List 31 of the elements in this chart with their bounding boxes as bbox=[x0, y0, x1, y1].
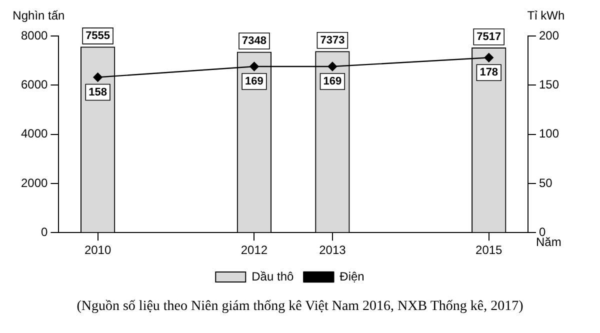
y-axis-title: Nghìn tấn bbox=[12, 8, 65, 22]
y-tick-label: 4000 bbox=[20, 126, 48, 141]
data-label: 7373 bbox=[320, 34, 345, 46]
y-tick-label: 0 bbox=[41, 224, 48, 239]
x-tick-label: 2013 bbox=[319, 243, 346, 258]
data-label: 7348 bbox=[242, 35, 266, 48]
y-tick-label: 2000 bbox=[20, 176, 48, 190]
y2-tick-label: 0 bbox=[538, 224, 546, 239]
y-tick-label: 6000 bbox=[20, 77, 48, 92]
x-tick-label: 2010 bbox=[84, 243, 112, 258]
y2-axis-title: Tỉ kWh bbox=[527, 8, 565, 22]
point bbox=[93, 72, 102, 82]
text: (Nguồn số liệu theo Niên giám thống kê Việt Nam 2016, NXB Thống kê, 2017) bbox=[76, 299, 524, 315]
y2-tick-label: 200 bbox=[538, 28, 560, 42]
point bbox=[250, 62, 259, 72]
data-label: 7555 bbox=[86, 30, 110, 42]
data-label: 169 bbox=[323, 76, 342, 88]
data-label: 158 bbox=[88, 86, 107, 98]
x-tick-label: 2012 bbox=[240, 243, 268, 258]
y2-tick-label: 100 bbox=[538, 126, 560, 141]
data-label: 7517 bbox=[476, 30, 502, 43]
point bbox=[484, 53, 494, 62]
legend-label: Dầu thô bbox=[252, 269, 294, 284]
x-tick-label: 2015 bbox=[476, 243, 503, 258]
point bbox=[328, 62, 338, 72]
y2-tick-label: 150 bbox=[538, 77, 560, 92]
data-label: 169 bbox=[245, 76, 264, 88]
y2-tick-label: 50 bbox=[538, 176, 553, 190]
data-label: 178 bbox=[480, 66, 498, 79]
legend-label: Điện bbox=[340, 269, 364, 284]
y-tick-label: 8000 bbox=[20, 28, 48, 42]
